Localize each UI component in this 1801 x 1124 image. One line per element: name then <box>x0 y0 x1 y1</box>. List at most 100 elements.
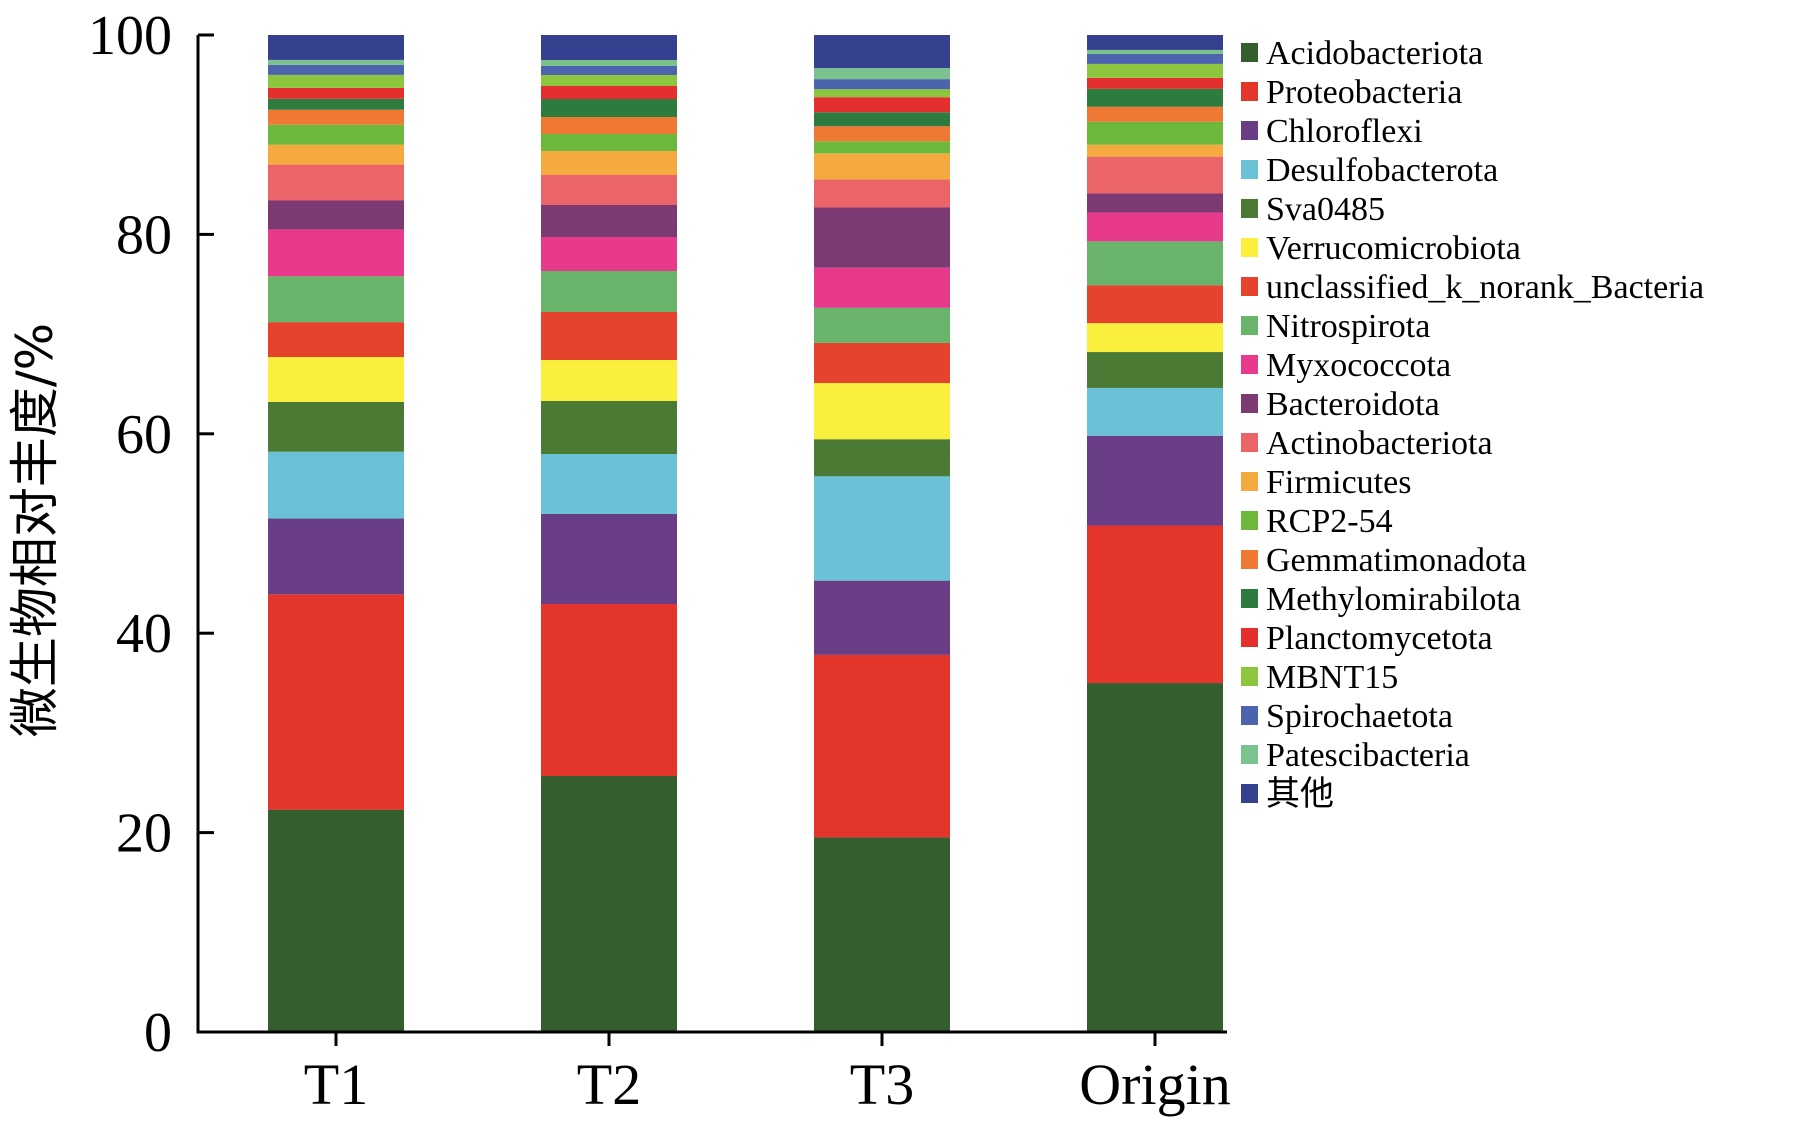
legend-label: MBNT15 <box>1266 659 1398 696</box>
bar-segment-t2-2 <box>541 514 677 604</box>
legend-label: Myxococcota <box>1266 347 1451 384</box>
legend-label: unclassified_k_norank_Bacteria <box>1266 269 1704 306</box>
bar-segment-t1-7 <box>268 276 404 323</box>
bar-segment-t1-17 <box>268 64 404 75</box>
bar-segment-t2-7 <box>541 271 677 312</box>
bar-segment-t2-5 <box>541 360 677 401</box>
bar-segment-t2-9 <box>541 205 677 237</box>
legend-swatch <box>1241 82 1258 101</box>
bar-segment-t3-10 <box>814 179 950 208</box>
bar-segment-origin-6 <box>1087 285 1223 324</box>
y-tick-label: 100 <box>88 5 172 67</box>
bar-segment-t1-13 <box>268 109 404 125</box>
legend-swatch <box>1241 121 1258 140</box>
y-tick-label: 60 <box>116 404 172 466</box>
legend-label: Firmicutes <box>1266 464 1411 501</box>
bar-segment-t1-15 <box>268 87 404 99</box>
bar-segment-t2-16 <box>541 75 677 86</box>
bar-segment-t3-12 <box>814 141 950 154</box>
y-tick-label: 80 <box>116 204 172 266</box>
bar-segment-origin-9 <box>1087 193 1223 213</box>
bar-segment-t2-19 <box>541 35 677 60</box>
bar-segment-t3-0 <box>814 837 950 1032</box>
legend-swatch <box>1241 199 1258 218</box>
bar-segment-t3-16 <box>814 89 950 98</box>
x-labels-layer: T1 T2 T3 Origin <box>304 1032 1231 1117</box>
legend-label: Patescibacteria <box>1266 737 1470 774</box>
bar-segment-t3-5 <box>814 383 950 440</box>
x-category-label: T2 <box>577 1052 641 1117</box>
bar-segment-t3-4 <box>814 439 950 477</box>
bar-segment-origin-7 <box>1087 241 1223 286</box>
bar-segment-t1-0 <box>268 809 404 1032</box>
bar-segment-t3-14 <box>814 112 950 127</box>
bar-segment-t1-5 <box>268 357 404 402</box>
legend-swatch <box>1241 472 1258 491</box>
bar-segment-t1-3 <box>268 451 404 519</box>
bar-segment-t3-15 <box>814 97 950 113</box>
bar-segment-origin-13 <box>1087 106 1223 122</box>
y-ticks-layer: 0 20 40 60 80 100 <box>88 5 214 1064</box>
legend-swatch <box>1241 589 1258 608</box>
bar-segment-t3-6 <box>814 342 950 384</box>
bar-segment-t3-8 <box>814 267 950 308</box>
legend-swatch <box>1241 706 1258 725</box>
legend-label: Planctomycetota <box>1266 620 1493 657</box>
bar-segment-t1-11 <box>268 144 404 165</box>
x-category-label: T3 <box>850 1052 914 1117</box>
y-tick-label: 40 <box>116 603 172 665</box>
bar-segment-t1-16 <box>268 74 404 88</box>
legend-swatch <box>1241 277 1258 296</box>
bar-segment-t1-18 <box>268 59 404 65</box>
bars-layer <box>268 35 1223 1032</box>
legend-label: Nitrospirota <box>1266 308 1430 345</box>
bar-segment-t3-19 <box>814 35 950 69</box>
legend-label: Acidobacteriota <box>1266 35 1483 72</box>
legend-label: 其他 <box>1266 776 1334 813</box>
legend-swatch <box>1241 433 1258 452</box>
bar-segment-t3-1 <box>814 654 950 838</box>
bar-segment-origin-1 <box>1087 525 1223 684</box>
bar-segment-t3-11 <box>814 153 950 180</box>
bar-segment-origin-18 <box>1087 49 1223 54</box>
legend-label: Gemmatimonadota <box>1266 542 1527 579</box>
bar-segment-t2-0 <box>541 776 677 1032</box>
bar-segment-t2-3 <box>541 454 677 514</box>
legend-label: Proteobacteria <box>1266 74 1462 111</box>
bar-segment-origin-11 <box>1087 144 1223 157</box>
legend-swatch <box>1241 667 1258 686</box>
legend-label: Verrucomicrobiota <box>1266 230 1521 267</box>
bar-segment-origin-2 <box>1087 435 1223 526</box>
bar-segment-origin-0 <box>1087 683 1223 1032</box>
legend-label: Bacteroidota <box>1266 386 1440 423</box>
bar-segment-t2-10 <box>541 175 677 205</box>
bar-segment-origin-3 <box>1087 387 1223 436</box>
bar-segment-origin-16 <box>1087 63 1223 78</box>
axes-layer <box>196 35 1227 1034</box>
bar-segment-t2-18 <box>541 60 677 66</box>
bar-segment-t2-6 <box>541 312 677 360</box>
bar-segment-origin-8 <box>1087 212 1223 242</box>
bar-segment-origin-5 <box>1087 323 1223 353</box>
bar-segment-t1-1 <box>268 594 404 810</box>
bar-segment-t3-18 <box>814 68 950 80</box>
legend-label: Methylomirabilota <box>1266 581 1521 618</box>
legend-swatch <box>1241 355 1258 374</box>
legend-swatch <box>1241 550 1258 569</box>
bar-segment-origin-4 <box>1087 352 1223 388</box>
bar-segment-t2-8 <box>541 237 677 271</box>
bar-segment-t3-13 <box>814 126 950 142</box>
bar-segment-t2-17 <box>541 66 677 75</box>
y-tick-label: 20 <box>116 803 172 865</box>
legend-label: Spirochaetota <box>1266 698 1453 735</box>
bar-segment-t2-4 <box>541 401 677 454</box>
x-category-label: Origin <box>1079 1052 1230 1117</box>
bar-segment-t1-12 <box>268 124 404 145</box>
bar-segment-t1-6 <box>268 322 404 358</box>
bar-segment-origin-12 <box>1087 121 1223 145</box>
bar-segment-t3-17 <box>814 79 950 90</box>
legend-label: RCP2-54 <box>1266 503 1393 540</box>
y-tick-label: 0 <box>144 1002 172 1064</box>
bar-segment-t2-12 <box>541 134 677 151</box>
